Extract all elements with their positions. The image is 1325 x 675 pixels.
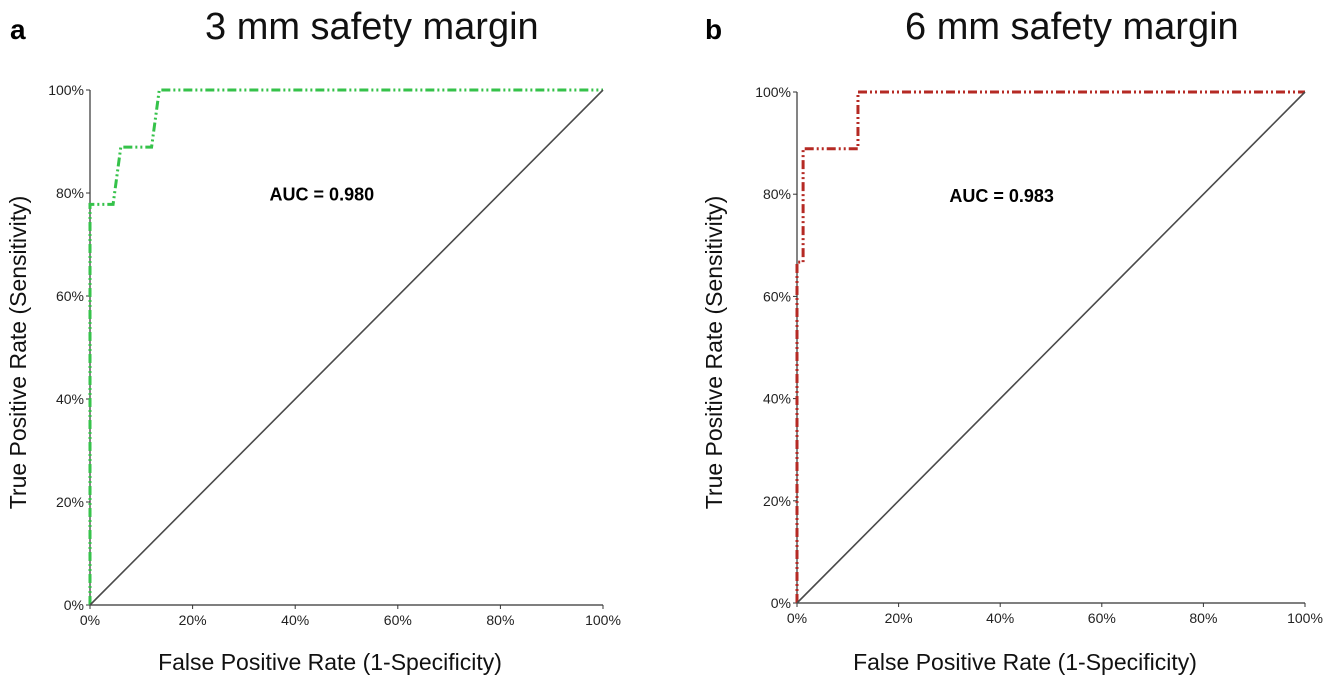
- x-tick-label: 100%: [585, 612, 621, 628]
- x-tick-label: 60%: [1088, 610, 1116, 626]
- y-axis-title: True Positive Rate (Sensitivity): [701, 196, 727, 510]
- panel-label: b: [705, 14, 723, 45]
- x-tick-label: 0%: [787, 610, 807, 626]
- y-tick-label: 80%: [56, 185, 84, 201]
- x-tick-label: 80%: [486, 612, 514, 628]
- x-axis-title: False Positive Rate (1-Specificity): [853, 649, 1197, 675]
- x-tick-label: 100%: [1287, 610, 1323, 626]
- chart-panel-b: b 6 mm safety margin 0% 20% 40% 60% 80% 100% 0…: [665, 0, 1325, 675]
- panel-label: a: [10, 14, 26, 45]
- y-tick-label: 80%: [763, 186, 791, 202]
- y-tick-label: 20%: [763, 493, 791, 509]
- chart-svg: 0% 20% 40% 60% 80% 100% 0% 20% 40% 60% 80% 100% AUC …: [701, 84, 1323, 675]
- y-axis-title: True Positive Rate (Sensitivity): [5, 196, 31, 510]
- x-tick-label: 40%: [281, 612, 309, 628]
- reference-diagonal-line: [796, 91, 1306, 604]
- y-tick-label: 40%: [763, 391, 791, 407]
- chart-panel-a: a 3 mm safety margin 0% 20% 40% 60% 80% 100% 0…: [0, 0, 660, 675]
- x-tick-label: 20%: [885, 610, 913, 626]
- roc-curve-line: [88, 88, 603, 605]
- y-tick-label: 0%: [64, 597, 84, 613]
- chart-title: 3 mm safety margin: [205, 6, 539, 48]
- chart-title: 6 mm safety margin: [905, 6, 1239, 48]
- x-tick-label: 20%: [179, 612, 207, 628]
- y-tick-label: 0%: [771, 595, 791, 611]
- y-tick-label: 60%: [763, 288, 791, 304]
- x-tick-label: 60%: [384, 612, 412, 628]
- y-tick-label: 100%: [755, 84, 791, 100]
- auc-annotation: AUC = 0.983: [949, 186, 1054, 206]
- x-tick-label: 0%: [80, 612, 100, 628]
- x-axis-title: False Positive Rate (1-Specificity): [158, 649, 502, 675]
- x-tick-label: 40%: [986, 610, 1014, 626]
- y-tick-label: 100%: [48, 82, 84, 98]
- y-tick-label: 40%: [56, 391, 84, 407]
- x-tick-label: 80%: [1189, 610, 1217, 626]
- y-tick-label: 20%: [56, 494, 84, 510]
- reference-diagonal-line: [89, 89, 604, 606]
- chart-svg: 0% 20% 40% 60% 80% 100% 0% 20% 40% 60% 80% 100% AUC …: [5, 82, 621, 675]
- y-tick-label: 60%: [56, 288, 84, 304]
- auc-annotation: AUC = 0.980: [270, 185, 375, 205]
